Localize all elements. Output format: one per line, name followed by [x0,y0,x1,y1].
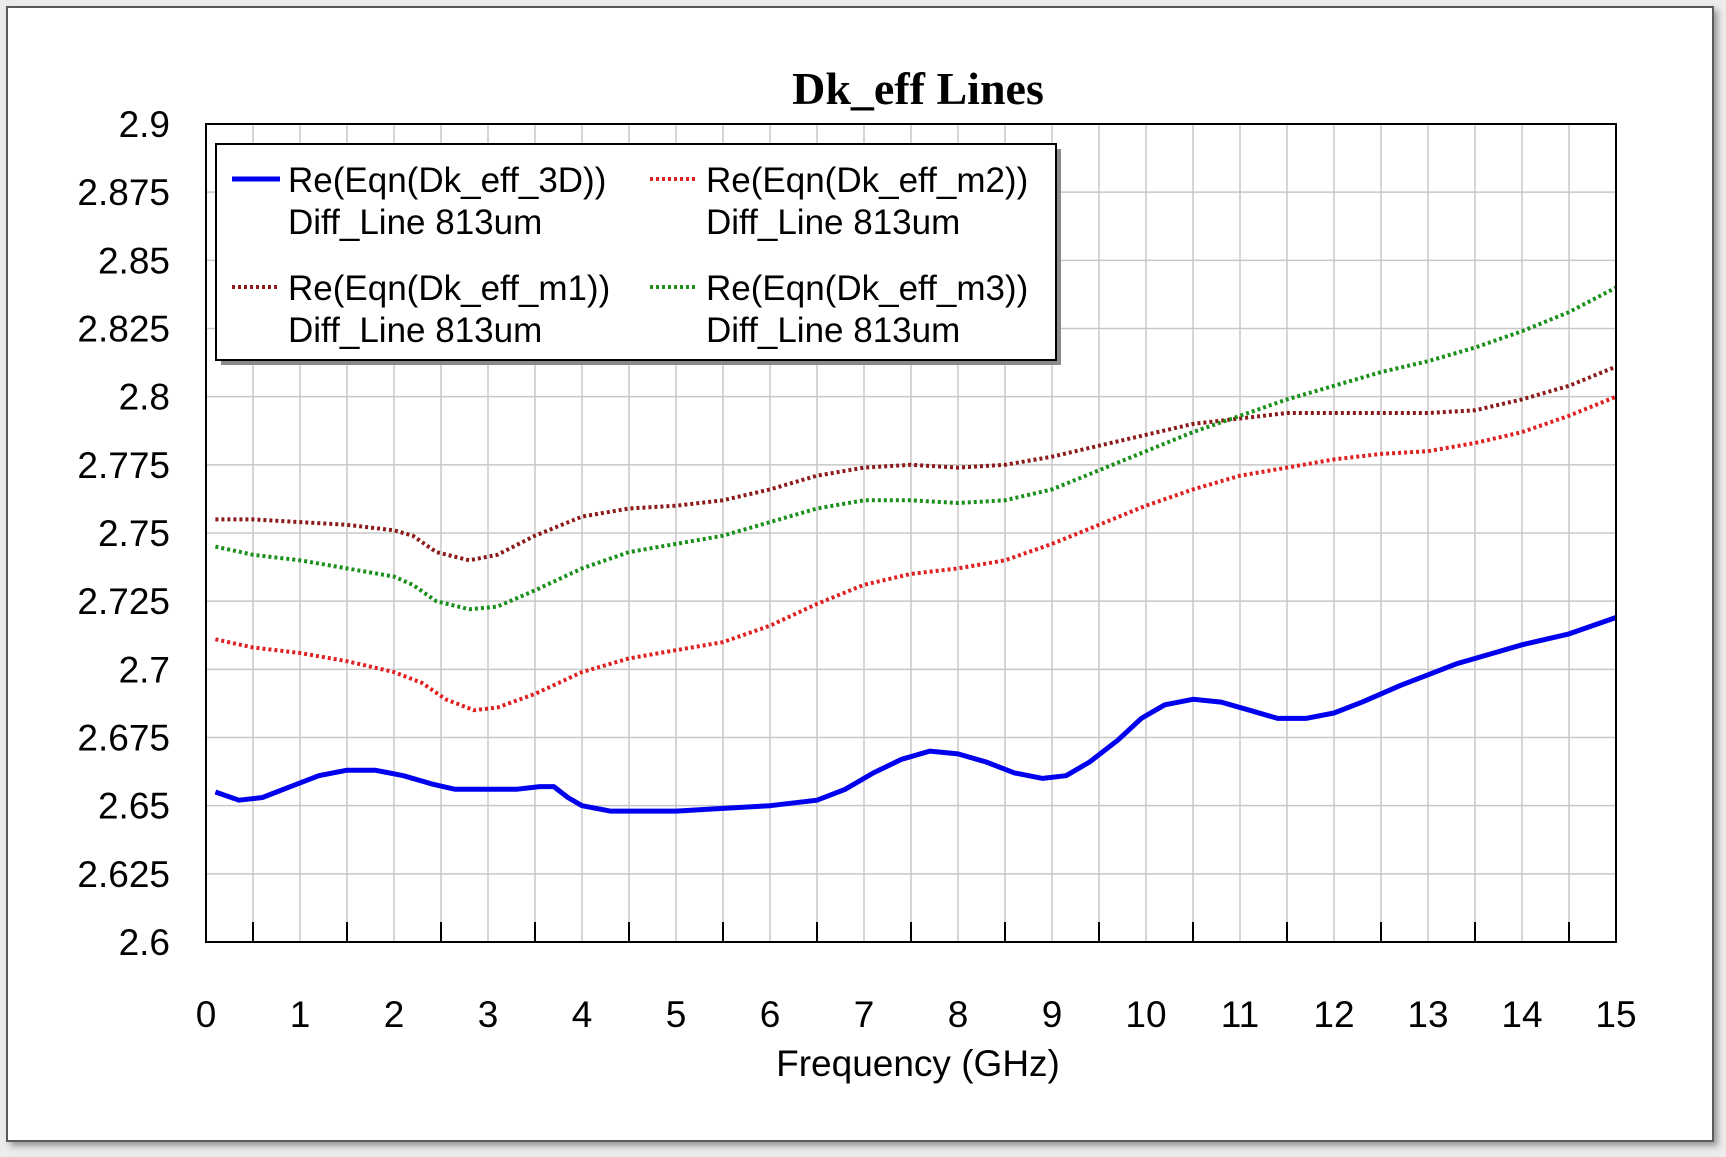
x-tick-label: 0 [196,994,217,1035]
x-tick-label: 12 [1313,994,1354,1035]
minor-ticks [252,922,1570,942]
legend-label-4: Re(Eqn(Dk_eff_m3)) [706,269,1028,308]
y-tick-label: 2.65 [98,786,170,827]
legend-label-1: Re(Eqn(Dk_eff_3D)) [288,161,606,200]
legend-sublabel-4: Diff_Line 813um [706,311,960,350]
y-tick-label: 2.675 [77,718,170,759]
y-tick-label: 2.75 [98,513,170,554]
x-tick-label: 6 [760,994,781,1035]
x-tick-label: 8 [948,994,969,1035]
x-tick-label: 9 [1042,994,1063,1035]
x-tick-labels: 0 1 2 3 4 5 6 7 8 9 10 11 12 13 14 15 [196,994,1637,1035]
legend-sublabel-3: Diff_Line 813um [288,311,542,350]
x-tick-label: 5 [666,994,687,1035]
legend-label-2: Re(Eqn(Dk_eff_m2)) [706,161,1028,200]
y-tick-label: 2.9 [119,104,170,145]
y-tick-label: 2.875 [77,172,170,213]
legend-box [215,143,1057,361]
x-tick-label: 10 [1125,994,1166,1035]
y-tick-label: 2.8 [119,377,170,418]
y-tick-label: 2.825 [77,309,170,350]
y-tick-label: 2.7 [119,649,170,690]
legend-label-3: Re(Eqn(Dk_eff_m1)) [288,269,610,308]
series-layer [214,285,1617,814]
series-line-4 [214,285,1617,612]
x-tick-label: 13 [1407,994,1448,1035]
y-tick-labels: 2.6 2.625 2.65 2.675 2.7 2.725 2.75 2.775 2.8 2.8… [77,104,170,963]
x-tick-label: 7 [854,994,875,1035]
legend-sublabel-1: Diff_Line 813um [288,203,542,242]
series-line-2 [214,394,1617,713]
x-tick-label: 1 [290,994,311,1035]
chart: 2.6 2.625 2.65 2.675 2.7 2.725 2.75 2.775 2.8 2.8… [77,63,1637,1084]
y-tick-label: 2.6 [119,922,170,963]
chart-frame: 2.6 2.625 2.65 2.675 2.7 2.725 2.75 2.775 2.8 2.8… [6,6,1714,1142]
legend-sublabel-2: Diff_Line 813um [706,203,960,242]
y-tick-label: 2.725 [77,581,170,622]
series-line-3 [215,364,1617,563]
y-tick-label: 2.85 [98,240,170,281]
x-tick-label: 3 [478,994,499,1035]
y-tick-label: 2.775 [77,445,170,486]
x-tick-label: 4 [572,994,593,1035]
x-axis-label: Frequency (GHz) [776,1043,1060,1084]
x-tick-label: 11 [1221,994,1259,1035]
x-tick-label: 2 [384,994,405,1035]
y-tick-label: 2.625 [77,854,170,895]
legend: Re(Eqn(Dk_eff_3D))Diff_Line 813umRe(Eqn(… [215,143,1061,365]
series-line-1 [214,615,1617,814]
x-tick-label: 14 [1501,994,1542,1035]
chart-title: Dk_eff Lines [792,63,1044,114]
x-tick-label: 15 [1595,994,1636,1035]
